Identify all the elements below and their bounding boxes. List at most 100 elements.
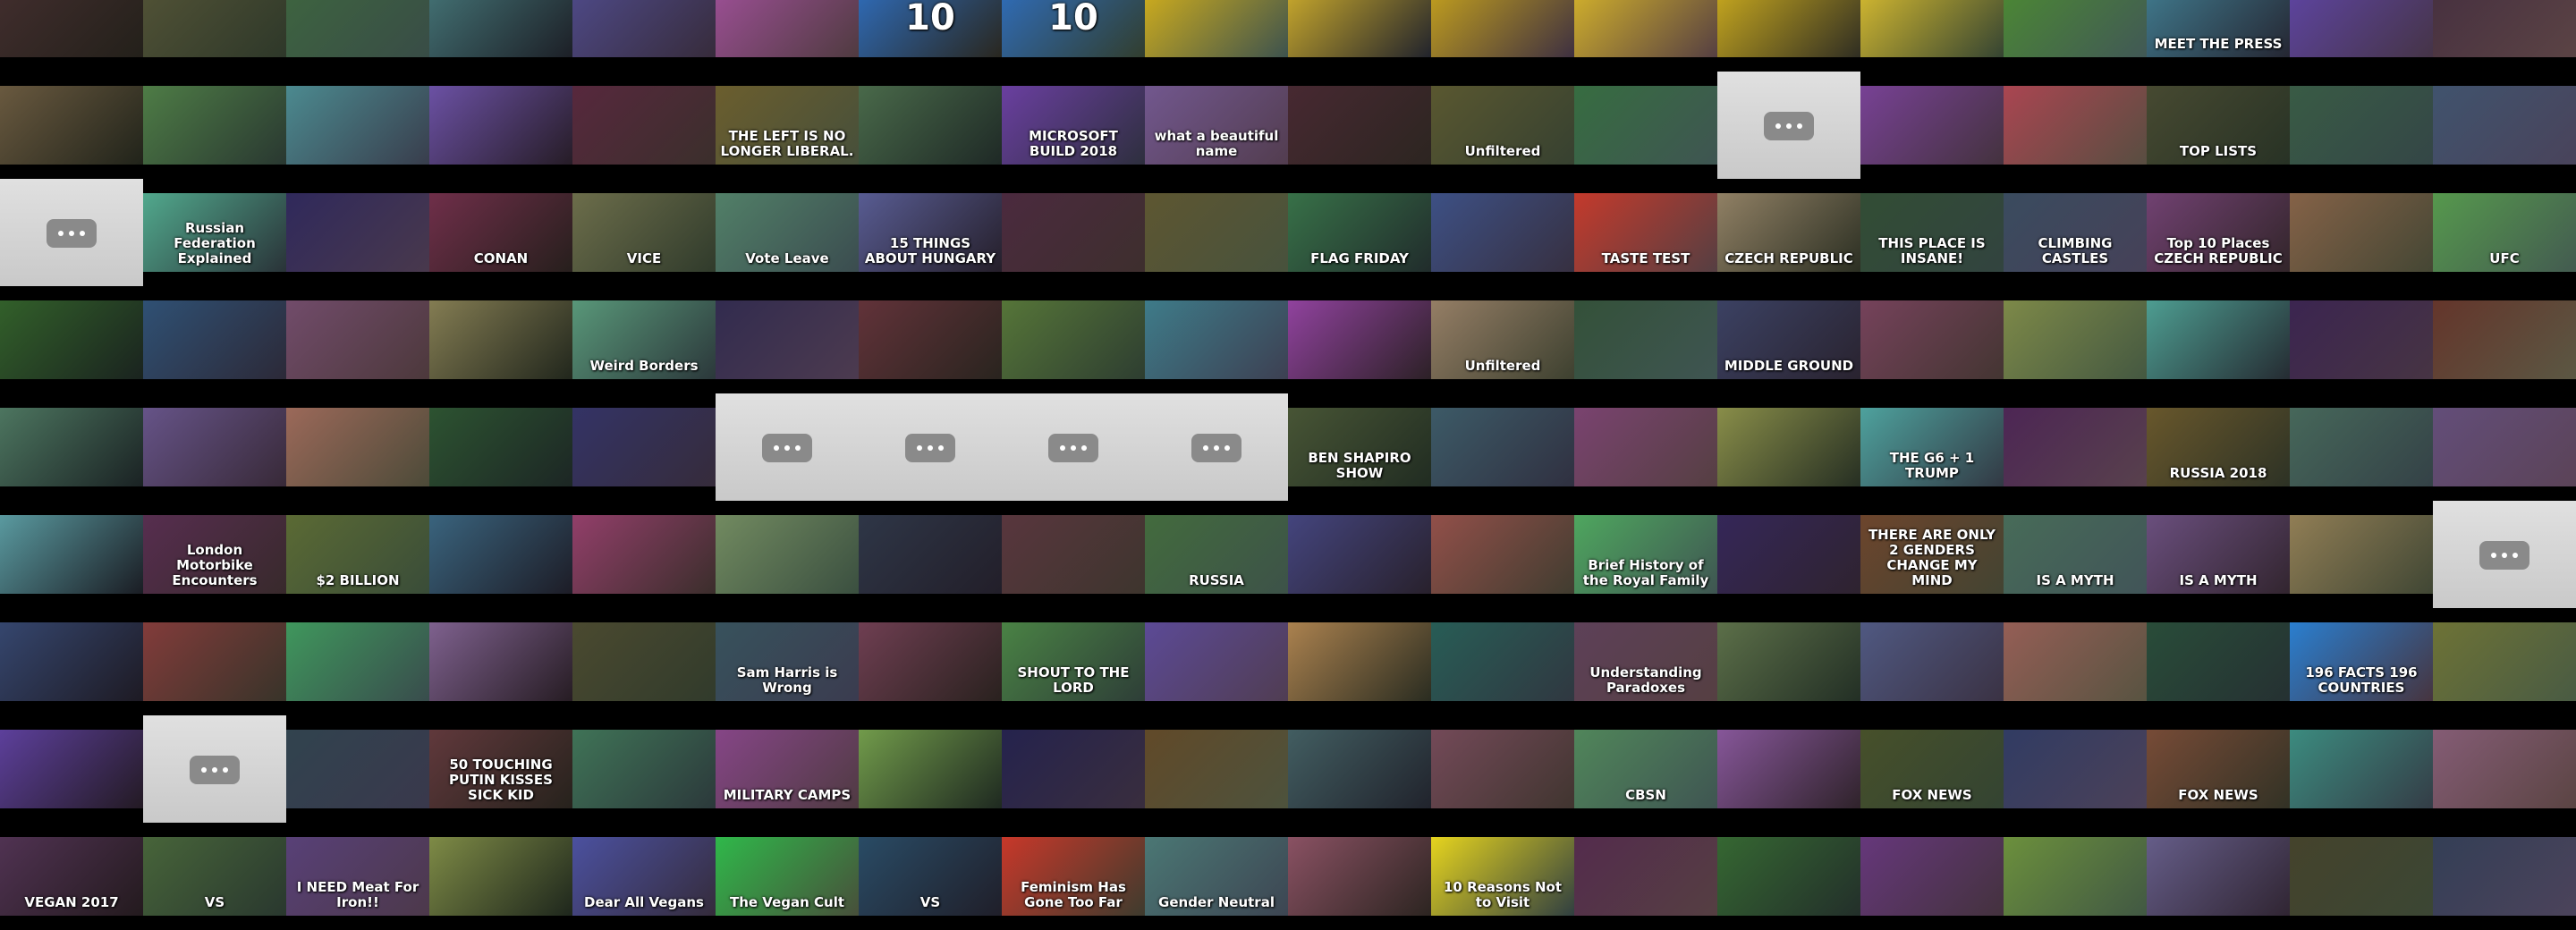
video-thumbnail[interactable] <box>1431 0 1574 57</box>
video-thumbnail[interactable] <box>859 515 1002 594</box>
video-thumbnail[interactable] <box>2290 0 2433 57</box>
video-thumbnail[interactable] <box>2290 837 2433 916</box>
video-thumbnail[interactable] <box>2290 515 2433 594</box>
video-thumbnail[interactable] <box>429 408 572 486</box>
video-thumbnail[interactable]: RUSSIA <box>1145 515 1288 594</box>
video-thumbnail[interactable]: CBSN <box>1574 730 1717 808</box>
video-thumbnail[interactable] <box>286 193 429 272</box>
video-thumbnail[interactable] <box>1145 0 1288 57</box>
video-thumbnail[interactable]: CZECH REPUBLIC <box>1717 193 1860 272</box>
video-thumbnail[interactable]: MILITARY CAMPS <box>716 730 859 808</box>
video-thumbnail[interactable]: Unfiltered <box>1431 300 1574 379</box>
video-thumbnail[interactable] <box>2004 837 2147 916</box>
video-thumbnail[interactable] <box>286 86 429 165</box>
video-thumbnail[interactable] <box>143 300 286 379</box>
video-thumbnail[interactable] <box>2290 86 2433 165</box>
video-thumbnail[interactable] <box>2433 408 2576 486</box>
video-thumbnail[interactable]: VEGAN 2017 <box>0 837 143 916</box>
video-thumbnail[interactable]: VICE <box>572 193 716 272</box>
video-thumbnail[interactable] <box>2147 837 2290 916</box>
video-thumbnail[interactable]: Brief History of the Royal Family <box>1574 515 1717 594</box>
video-thumbnail[interactable] <box>1717 515 1860 594</box>
video-thumbnail[interactable]: Weird Borders <box>572 300 716 379</box>
video-thumbnail[interactable] <box>1288 86 1431 165</box>
video-thumbnail[interactable]: $2 BILLION <box>286 515 429 594</box>
video-thumbnail[interactable] <box>1860 0 2004 57</box>
video-thumbnail[interactable] <box>1002 300 1145 379</box>
video-thumbnail[interactable] <box>2004 408 2147 486</box>
video-thumbnail[interactable] <box>1574 837 1717 916</box>
video-thumbnail[interactable] <box>1574 408 1717 486</box>
video-thumbnail[interactable] <box>1717 622 1860 701</box>
video-thumbnail[interactable] <box>2433 730 2576 808</box>
video-thumbnail[interactable] <box>143 408 286 486</box>
video-thumbnail[interactable] <box>1860 837 2004 916</box>
video-thumbnail[interactable] <box>572 622 716 701</box>
video-thumbnail[interactable]: 50 TOUCHING PUTIN KISSES SICK KID <box>429 730 572 808</box>
video-thumbnail[interactable] <box>0 86 143 165</box>
video-thumbnail[interactable] <box>2433 300 2576 379</box>
video-thumbnail[interactable] <box>1717 730 1860 808</box>
video-thumbnail[interactable] <box>1288 515 1431 594</box>
video-thumbnail[interactable] <box>1145 622 1288 701</box>
video-thumbnail[interactable] <box>143 86 286 165</box>
video-thumbnail[interactable] <box>572 86 716 165</box>
video-thumbnail[interactable]: UFC <box>2433 193 2576 272</box>
video-thumbnail[interactable] <box>572 408 716 486</box>
video-thumbnail[interactable] <box>859 730 1002 808</box>
video-thumbnail[interactable] <box>2433 622 2576 701</box>
video-thumbnail[interactable]: IS A MYTH <box>2004 515 2147 594</box>
video-thumbnail[interactable] <box>0 408 143 486</box>
video-thumbnail[interactable] <box>1288 837 1431 916</box>
video-thumbnail[interactable]: Unfiltered <box>1431 86 1574 165</box>
video-thumbnail[interactable] <box>1145 300 1288 379</box>
video-thumbnail[interactable]: Russian Federation Explained <box>143 193 286 272</box>
video-thumbnail[interactable] <box>1717 408 1860 486</box>
video-thumbnail[interactable] <box>429 300 572 379</box>
video-thumbnail[interactable] <box>1145 193 1288 272</box>
video-thumbnail[interactable]: Sam Harris is Wrong <box>716 622 859 701</box>
video-thumbnail[interactable] <box>2004 0 2147 57</box>
video-thumbnail[interactable]: VS <box>143 837 286 916</box>
video-thumbnail[interactable] <box>2433 837 2576 916</box>
video-thumbnail[interactable] <box>429 0 572 57</box>
video-thumbnail[interactable]: BEN SHAPIRO SHOW <box>1288 408 1431 486</box>
video-thumbnail[interactable]: IS A MYTH <box>2147 515 2290 594</box>
video-thumbnail[interactable]: RUSSIA 2018 <box>2147 408 2290 486</box>
video-thumbnail[interactable]: 10 <box>859 0 1002 57</box>
video-thumbnail[interactable]: 15 THINGS ABOUT HUNGARY <box>859 193 1002 272</box>
video-thumbnail[interactable]: THERE ARE ONLY 2 GENDERS CHANGE MY MIND <box>1860 515 2004 594</box>
video-thumbnail[interactable] <box>1002 515 1145 594</box>
video-thumbnail[interactable] <box>2290 300 2433 379</box>
video-thumbnail[interactable] <box>1288 0 1431 57</box>
video-thumbnail[interactable] <box>0 515 143 594</box>
video-thumbnail[interactable] <box>429 837 572 916</box>
video-thumbnail[interactable] <box>143 0 286 57</box>
video-thumbnail[interactable] <box>0 300 143 379</box>
video-thumbnail[interactable] <box>1431 515 1574 594</box>
video-thumbnail[interactable] <box>1860 300 2004 379</box>
video-thumbnail[interactable] <box>2433 86 2576 165</box>
video-thumbnail[interactable] <box>2004 86 2147 165</box>
video-thumbnail[interactable] <box>572 515 716 594</box>
video-thumbnail[interactable]: Feminism Has Gone Too Far <box>1002 837 1145 916</box>
video-thumbnail[interactable] <box>572 0 716 57</box>
video-thumbnail[interactable]: 196 FACTS 196 COUNTRIES <box>2290 622 2433 701</box>
video-thumbnail[interactable]: London Motorbike Encounters <box>143 515 286 594</box>
video-thumbnail[interactable] <box>1431 622 1574 701</box>
video-thumbnail[interactable]: 10 <box>1002 0 1145 57</box>
video-thumbnail[interactable]: 10 Reasons Not to Visit <box>1431 837 1574 916</box>
video-thumbnail[interactable] <box>1002 730 1145 808</box>
video-thumbnail[interactable] <box>2147 300 2290 379</box>
video-thumbnail[interactable] <box>1145 730 1288 808</box>
video-thumbnail[interactable]: Top 10 Places CZECH REPUBLIC <box>2147 193 2290 272</box>
video-thumbnail[interactable]: FOX NEWS <box>2147 730 2290 808</box>
video-thumbnail[interactable] <box>429 515 572 594</box>
video-thumbnail[interactable] <box>1431 730 1574 808</box>
video-thumbnail[interactable]: SHOUT TO THE LORD <box>1002 622 1145 701</box>
video-thumbnail[interactable] <box>286 0 429 57</box>
video-thumbnail[interactable] <box>429 86 572 165</box>
video-thumbnail[interactable] <box>0 622 143 701</box>
video-thumbnail[interactable]: Dear All Vegans <box>572 837 716 916</box>
video-thumbnail[interactable] <box>716 0 859 57</box>
